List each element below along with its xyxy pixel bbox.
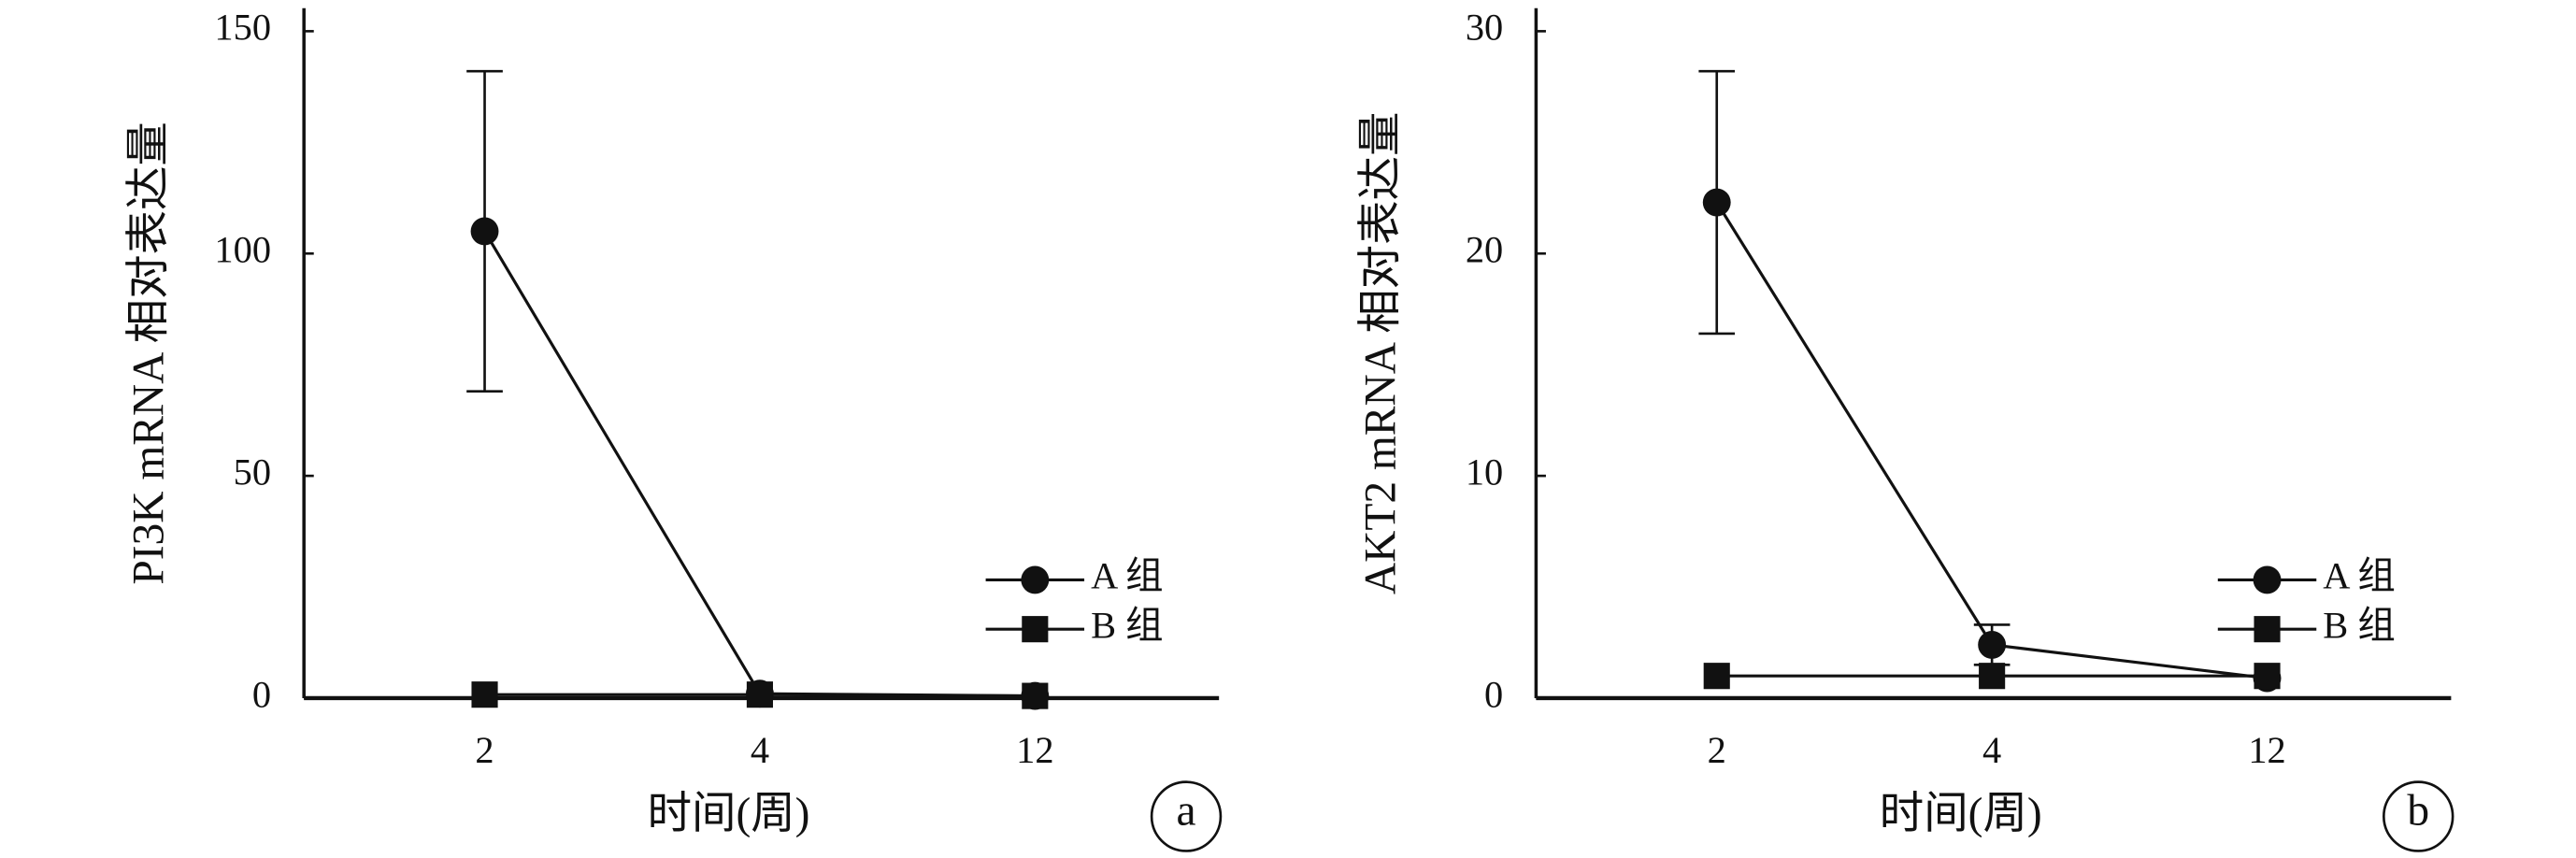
panel-circle bbox=[1150, 780, 1223, 852]
marker bbox=[1978, 630, 2007, 659]
x-tick-label: 4 bbox=[751, 729, 769, 771]
y-tick-label: 50 bbox=[234, 450, 271, 493]
marker bbox=[2254, 663, 2281, 690]
marker bbox=[471, 681, 498, 708]
legend-marker bbox=[2254, 616, 2281, 643]
legend-label: B 组 bbox=[2323, 604, 2395, 646]
panel-circle bbox=[2383, 780, 2454, 852]
y-tick-label: 100 bbox=[214, 229, 271, 271]
x-tick-label: 12 bbox=[1016, 729, 1053, 771]
y-tick-label: 0 bbox=[252, 673, 271, 715]
y-tick-label: 0 bbox=[1484, 673, 1503, 715]
legend-label: A 组 bbox=[1091, 555, 1163, 597]
x-tick-label: 12 bbox=[2248, 729, 2285, 771]
legend-label: A 组 bbox=[2323, 555, 2395, 597]
legend-marker bbox=[1021, 565, 1050, 594]
panel-label: b bbox=[2407, 787, 2429, 836]
marker bbox=[1703, 663, 1730, 690]
x-tick-label: 4 bbox=[1982, 729, 2001, 771]
y-tick-label: 10 bbox=[1466, 450, 1503, 493]
x-tick-label: 2 bbox=[1708, 729, 1726, 771]
y-axis-label: PI3K mRNA 相对表达量 bbox=[124, 122, 173, 585]
y-tick-label: 30 bbox=[1466, 7, 1503, 49]
legend-marker bbox=[2253, 565, 2282, 594]
marker bbox=[1702, 188, 1731, 217]
x-axis-label: 时间(周) bbox=[1880, 790, 2042, 838]
x-tick-label: 2 bbox=[475, 729, 494, 771]
marker bbox=[470, 217, 499, 246]
marker bbox=[746, 681, 773, 708]
y-axis-label: AKT2 mRNA 相对表达量 bbox=[1357, 112, 1406, 595]
series-line bbox=[1715, 201, 2268, 680]
panel-label: a bbox=[1176, 787, 1195, 836]
y-tick-label: 20 bbox=[1466, 229, 1503, 271]
y-tick-label: 150 bbox=[214, 7, 271, 49]
x-axis-label: 时间(周) bbox=[648, 790, 810, 838]
marker bbox=[1022, 682, 1049, 709]
legend-label: B 组 bbox=[1091, 604, 1163, 646]
legend-marker bbox=[1022, 616, 1049, 643]
marker bbox=[1979, 663, 2006, 690]
series-line bbox=[483, 230, 1036, 698]
